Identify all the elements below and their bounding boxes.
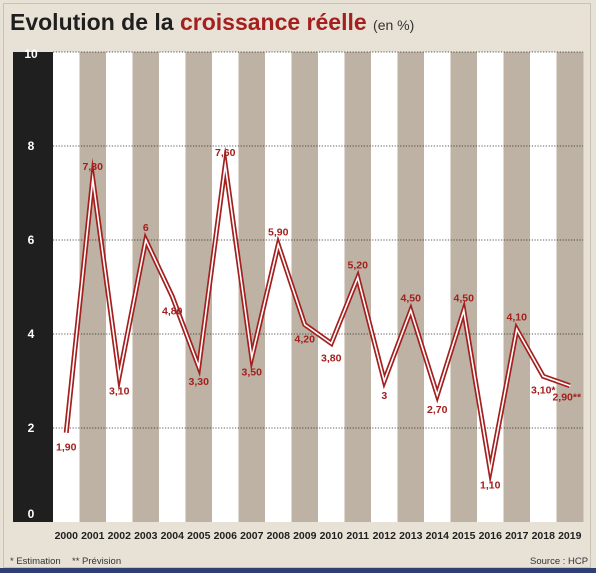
data-label: 5,90 bbox=[268, 227, 289, 239]
data-label: 3,10 bbox=[109, 385, 130, 397]
data-label: 4,10 bbox=[507, 311, 528, 323]
bottom-bar bbox=[0, 568, 596, 573]
data-label: 4,50 bbox=[454, 293, 475, 305]
x-tick-label: 2011 bbox=[346, 530, 369, 542]
title-main: Evolution de la bbox=[10, 9, 174, 35]
x-tick-label: 2007 bbox=[240, 530, 264, 542]
data-point bbox=[250, 356, 253, 359]
y-tick-label: 10 bbox=[24, 47, 38, 61]
data-point bbox=[118, 375, 121, 378]
y-tick-label: 2 bbox=[28, 421, 35, 435]
title-accent: croissance réelle bbox=[179, 9, 367, 35]
data-label: 4,50 bbox=[401, 293, 422, 305]
x-tick-label: 2017 bbox=[505, 530, 529, 542]
data-label: 1,10 bbox=[480, 479, 501, 491]
data-label: 5,20 bbox=[348, 260, 369, 272]
data-point bbox=[515, 328, 518, 331]
x-tick-label: 2009 bbox=[293, 530, 317, 542]
data-point bbox=[224, 164, 227, 166]
y-tick-label: 0 bbox=[28, 507, 35, 521]
data-label: 4,20 bbox=[295, 334, 316, 346]
data-point bbox=[489, 469, 492, 472]
data-point bbox=[91, 178, 94, 180]
data-point bbox=[568, 384, 571, 387]
data-label: 4,80 bbox=[162, 305, 183, 317]
column-band bbox=[106, 52, 133, 522]
x-tick-label: 2002 bbox=[108, 530, 132, 542]
data-label: 2,90** bbox=[552, 392, 582, 404]
data-point bbox=[65, 431, 68, 434]
x-tick-label: 2008 bbox=[267, 530, 291, 542]
column-band bbox=[79, 52, 107, 522]
y-tick-label: 8 bbox=[28, 139, 35, 153]
title-unit: (en %) bbox=[373, 17, 415, 33]
column-band bbox=[212, 52, 239, 522]
data-point bbox=[409, 309, 412, 312]
column-band bbox=[503, 52, 531, 522]
data-label: 1,90 bbox=[56, 442, 77, 454]
x-tick-label: 2010 bbox=[320, 530, 344, 542]
data-point bbox=[197, 366, 200, 368]
data-label: 3,50 bbox=[242, 367, 263, 379]
x-tick-label: 2014 bbox=[426, 530, 450, 542]
data-point bbox=[462, 309, 465, 312]
footnote-prevision: ** Prévision bbox=[72, 556, 122, 567]
data-point bbox=[383, 380, 386, 382]
column-band bbox=[318, 52, 345, 522]
x-tick-label: 2000 bbox=[55, 530, 79, 542]
series-line-inner bbox=[65, 158, 571, 475]
data-point bbox=[542, 375, 545, 378]
data-point bbox=[356, 276, 359, 279]
data-point bbox=[330, 342, 333, 345]
column-band bbox=[53, 52, 80, 522]
footnote-estimation: * Estimation bbox=[10, 556, 61, 567]
x-tick-label: 2018 bbox=[532, 530, 556, 542]
chart-title: Evolution de la croissance réelle (en %) bbox=[10, 9, 414, 36]
column-band bbox=[477, 52, 504, 522]
x-tick-label: 2003 bbox=[134, 530, 158, 542]
data-label: 7,30 bbox=[83, 161, 104, 173]
x-tick-label: 2013 bbox=[399, 530, 423, 542]
footnote-source: Source : HCP bbox=[530, 556, 589, 567]
column-band bbox=[291, 52, 319, 522]
data-label: 2,70 bbox=[427, 404, 448, 416]
data-label: 3 bbox=[381, 390, 387, 402]
column-band bbox=[371, 52, 398, 522]
data-point bbox=[436, 394, 439, 396]
x-tick-label: 2006 bbox=[214, 530, 238, 542]
x-tick-label: 2012 bbox=[373, 530, 397, 542]
x-tick-label: 2004 bbox=[161, 530, 185, 542]
data-label: 6 bbox=[143, 222, 149, 234]
y-tick-label: 4 bbox=[28, 327, 35, 341]
column-band bbox=[397, 52, 425, 522]
y-axis-bar bbox=[13, 52, 53, 522]
x-tick-label: 2015 bbox=[452, 530, 476, 542]
column-band bbox=[556, 52, 584, 522]
x-tick-label: 2016 bbox=[479, 530, 503, 542]
x-tick-label: 2001 bbox=[81, 530, 105, 542]
chart-frame bbox=[3, 3, 591, 568]
data-label: 3,30 bbox=[189, 376, 210, 388]
data-label: 7,60 bbox=[215, 147, 236, 159]
data-point bbox=[303, 323, 306, 326]
x-tick-label: 2019 bbox=[558, 530, 582, 542]
data-label: 3,10* bbox=[531, 384, 556, 396]
data-point bbox=[277, 243, 280, 246]
column-band bbox=[450, 52, 478, 522]
data-point bbox=[144, 239, 147, 241]
y-tick-label: 6 bbox=[28, 233, 35, 247]
x-tick-label: 2005 bbox=[187, 530, 211, 542]
column-band bbox=[530, 52, 557, 522]
column-band bbox=[424, 52, 451, 522]
data-point bbox=[171, 295, 174, 298]
column-band bbox=[159, 52, 186, 522]
data-label: 3,80 bbox=[321, 352, 342, 364]
